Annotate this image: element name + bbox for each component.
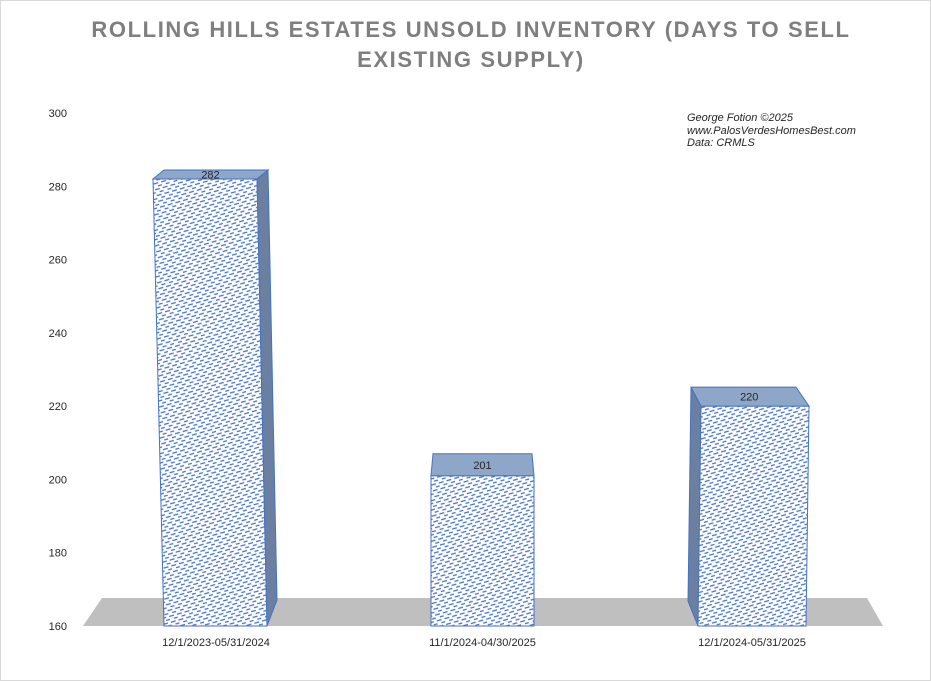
y-tick-label: 200 [49,474,67,486]
bar-front-face [697,405,810,627]
x-category-label: 11/1/2024-04/30/2025 [429,637,536,649]
data-label: 201 [473,460,491,472]
bar-1: 282 [151,168,278,627]
y-tick-label: 260 [49,255,67,267]
bar-2: 201 [430,453,535,627]
chart-title: ROLLING HILLS ESTATES UNSOLD INVENTORY (… [91,17,851,72]
y-tick-label: 240 [49,328,67,340]
y-tick-label: 220 [49,401,67,413]
y-tick-label: 160 [49,621,67,633]
bar-top-face [151,169,270,180]
y-axis: 160 180 200 220 240 260 280 300 [49,108,67,633]
x-category-label: 12/1/2023-05/31/2024 [162,637,270,649]
credits-author: George Fotion ©2025 [687,112,793,124]
y-tick-label: 280 [49,181,67,193]
y-tick-label: 180 [49,548,67,560]
x-axis: 12/1/2023-05/31/2024 11/1/2024-04/30/2025… [162,637,806,649]
bar-top-face [690,386,810,407]
y-tick-label: 300 [49,108,67,120]
data-label: 282 [201,169,219,181]
bar-front-face [430,475,535,627]
bar-top-face [430,453,535,477]
bar-front-face [152,178,268,627]
credits-website: www.PalosVerdesHomesBest.com [687,124,856,137]
bars-group: 282 201 220 [151,168,810,627]
credits-box: George Fotion ©2025 www.PalosVerdesHomes… [687,112,856,150]
bar-3: 220 [687,386,810,627]
credits-source: Data: CRMLS [687,137,755,149]
x-category-label: 12/1/2024-05/31/2025 [698,637,806,649]
data-label: 220 [740,392,758,404]
